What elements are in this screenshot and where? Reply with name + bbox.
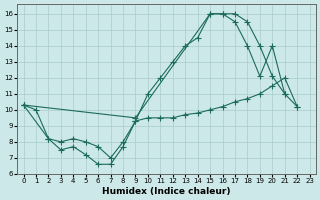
X-axis label: Humidex (Indice chaleur): Humidex (Indice chaleur) bbox=[102, 187, 231, 196]
